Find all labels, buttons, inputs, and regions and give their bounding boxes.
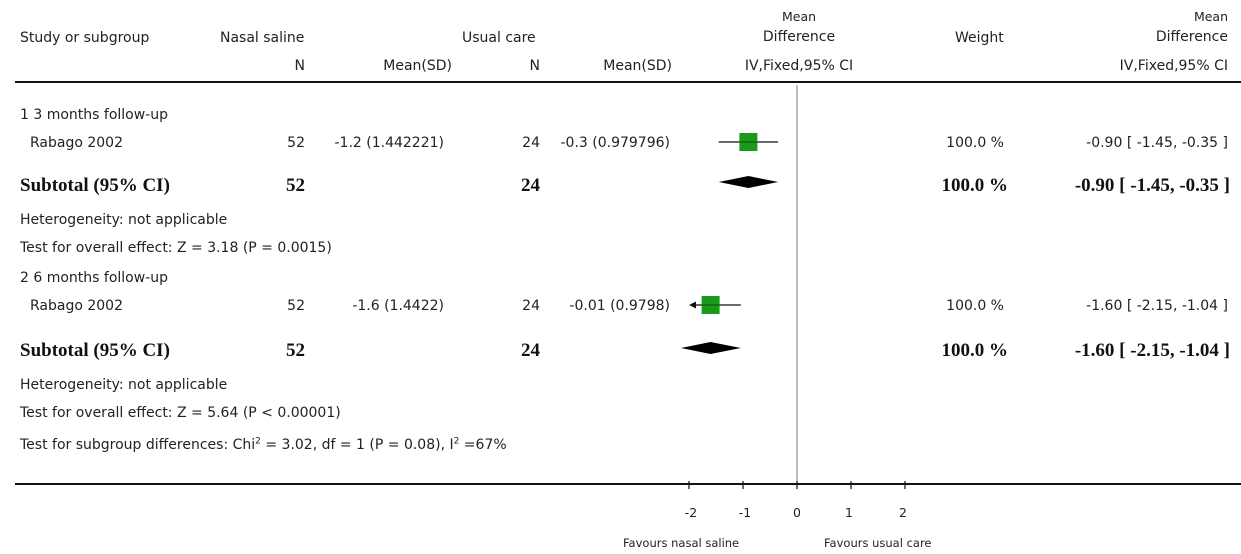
header-md-bottom: Difference [762,29,836,45]
study-1-n2: 24 [522,135,540,151]
subgroup-2-title: 2 6 months follow-up [20,270,168,286]
tick-label-0: 0 [793,505,801,520]
subtotal-2-weight: 100.0 % [941,340,1009,361]
header-weight: Weight [955,30,1004,46]
subtotal-diamond-2 [680,342,741,354]
subgroup-1-title: 1 3 months follow-up [20,107,168,123]
subgroup-1-overall: Test for overall effect: Z = 3.18 (P = 0… [20,240,332,256]
header-n1: N [294,58,305,74]
tick-label-neg1: -1 [738,505,752,520]
header-usual-care: Usual care [462,30,536,46]
subtotal-2-label: Subtotal (95% CI) [20,340,170,361]
tick-label-1: 1 [845,505,853,520]
study-2-ci: -1.60 [ -2.15, -1.04 ] [1086,298,1228,314]
ci-arrow-2 [689,301,696,309]
study-1-name: Rabago 2002 [30,135,123,151]
study-1-mean2: -0.3 (0.979796) [560,135,671,151]
study-2-n1: 52 [287,298,305,314]
header-n2: N [529,58,540,74]
subtotal-1-n1: 52 [286,175,305,196]
header-mean2: Mean(SD) [603,58,672,74]
subtotal-2-n2: 24 [521,340,540,361]
study-2-name: Rabago 2002 [30,298,123,314]
subtotal-1-n2: 24 [521,175,540,196]
header-md2-bottom: Difference [1155,29,1228,45]
subtotal-2-n1: 52 [286,340,305,361]
study-2-mean1: -1.6 (1.4422) [352,298,444,314]
header-md-top: Mean [781,9,817,24]
subtotal-diamond-1 [718,176,779,188]
study-1-n1: 52 [287,135,305,151]
header-method2: IV,Fixed,95% CI [1119,58,1228,74]
header-study: Study or subgroup [20,30,150,46]
subgroup-differences-test: Test for subgroup differences: Chi2 = 3.… [20,436,507,453]
study-1-weight: 100.0 % [946,135,1004,151]
header-method: IV,Fixed,95% CI [744,58,854,74]
subtotal-1-ci: -0.90 [ -1.45, -0.35 ] [1074,175,1230,196]
header-mean1: Mean(SD) [383,58,452,74]
header-md2-top: Mean [1193,9,1228,24]
favours-right-label: Favours usual care [824,536,932,550]
subgroup-2-overall: Test for overall effect: Z = 5.64 (P < 0… [20,405,341,421]
header-rule [15,81,1241,83]
header-nasal-saline: Nasal saline [220,30,305,46]
study-1-mean1: -1.2 (1.442221) [334,135,445,151]
subgroup-1-heterogeneity: Heterogeneity: not applicable [20,212,228,228]
study-2-mean2: -0.01 (0.9798) [569,298,670,314]
tick-label-neg2: -2 [684,505,698,520]
subtotal-1-weight: 100.0 % [941,175,1009,196]
favours-left-label: Favours nasal saline [623,536,740,550]
study-2-weight: 100.0 % [946,298,1004,314]
subtotal-1-label: Subtotal (95% CI) [20,175,170,196]
study-2-n2: 24 [522,298,540,314]
footer-rule [15,483,1241,485]
subgroup-2-heterogeneity: Heterogeneity: not applicable [20,377,228,393]
study-1-ci: -0.90 [ -1.45, -0.35 ] [1086,135,1228,151]
tick-label-2: 2 [899,505,907,520]
subtotal-2-ci: -1.60 [ -2.15, -1.04 ] [1074,340,1230,361]
